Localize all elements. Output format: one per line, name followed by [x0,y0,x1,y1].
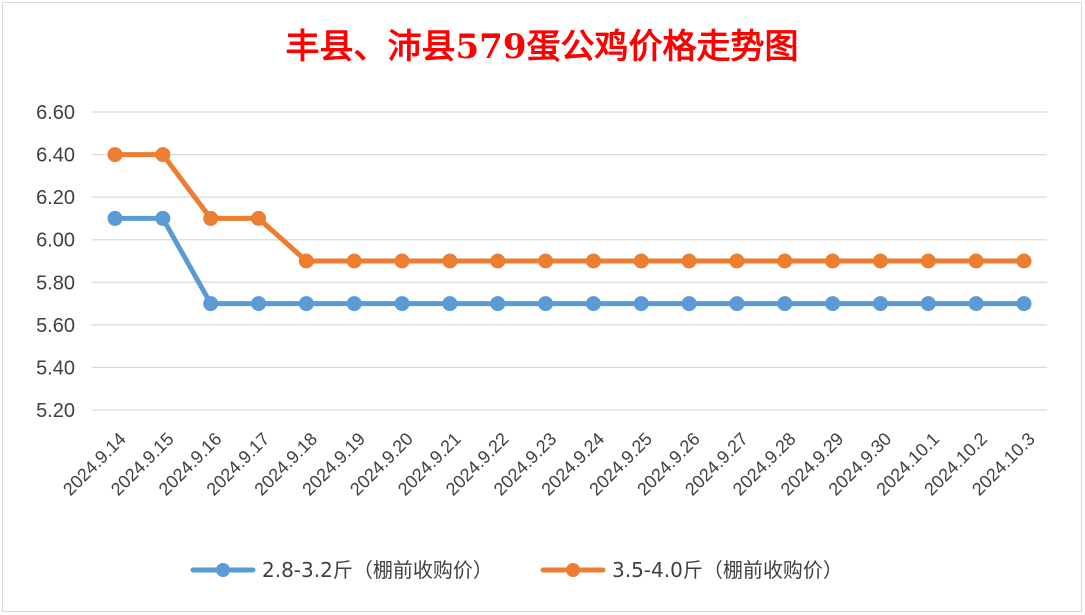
data-point [346,253,362,269]
data-point [394,253,410,269]
data-point [1016,253,1032,269]
data-point [394,296,410,312]
data-point [777,296,793,312]
y-tick-label: 6.60 [36,102,75,124]
data-point [825,253,841,269]
data-point [538,296,554,312]
data-point [968,296,984,312]
data-point [203,210,219,226]
data-point [681,296,697,312]
data-point [155,147,171,163]
legend-label: 3.5-4.0斤（棚前收购价） [612,558,843,582]
data-point [633,253,649,269]
data-point [490,253,506,269]
series-line-1 [112,215,1027,307]
data-point [538,253,554,269]
data-point [490,296,506,312]
y-tick-label: 6.00 [36,230,75,252]
data-point [585,253,601,269]
legend-label: 2.8-3.2斤（棚前收购价） [262,558,493,582]
data-point [585,296,601,312]
series-line-2 [112,152,1027,264]
data-point [968,253,984,269]
y-tick-label: 5.80 [36,272,75,294]
data-point [107,210,123,226]
y-tick-label: 6.40 [36,145,75,167]
y-tick-label: 5.60 [36,315,75,337]
data-point [298,296,314,312]
data-point [729,253,745,269]
data-point [251,296,267,312]
legend-swatch-marker [216,563,230,577]
data-point [920,253,936,269]
data-point [442,253,458,269]
data-point [872,296,888,312]
data-point [633,296,649,312]
data-point [107,147,123,163]
legend-swatch-marker [566,563,580,577]
data-point [442,296,458,312]
data-point [203,296,219,312]
data-point [872,253,888,269]
data-point [729,296,745,312]
data-point [251,210,267,226]
data-point [1016,296,1032,312]
data-point [155,210,171,226]
y-tick-label: 5.40 [36,357,75,379]
data-point [681,253,697,269]
data-point [920,296,936,312]
data-point [298,253,314,269]
chart-title: 丰县、沛县579蛋公鸡价格走势图 [286,27,799,67]
data-point [825,296,841,312]
y-tick-label: 6.20 [36,187,75,209]
y-tick-label: 5.20 [36,400,75,422]
data-point [346,296,362,312]
data-point [777,253,793,269]
